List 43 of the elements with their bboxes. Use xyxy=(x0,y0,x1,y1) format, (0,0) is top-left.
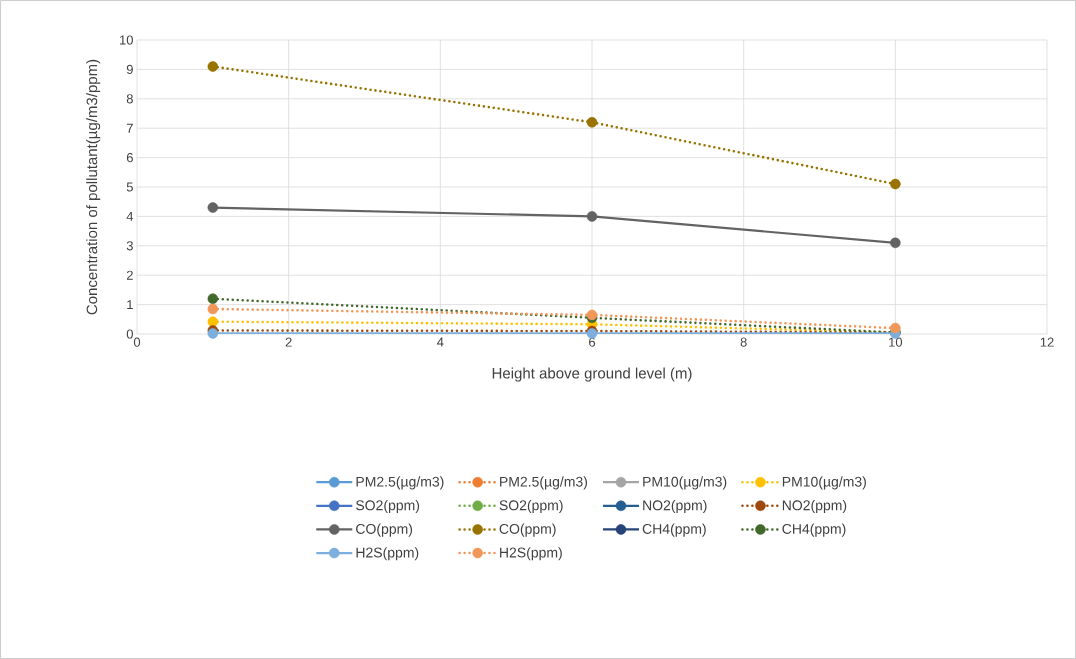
point xyxy=(207,303,219,315)
y-tick-label: 8 xyxy=(126,94,133,104)
y-tick-label: 4 xyxy=(126,211,134,221)
y-tick-label: 7 xyxy=(126,123,133,133)
point xyxy=(586,117,598,128)
y-tick-label: 0 xyxy=(126,329,133,339)
legend-label: SO2(ppm) xyxy=(356,499,420,514)
legend-label: SO2(ppm) xyxy=(499,499,563,514)
y-tick-label: 10 xyxy=(120,35,133,45)
x-tick-label: 4 xyxy=(437,337,444,347)
legend-label: CO(ppm) xyxy=(356,523,413,537)
point xyxy=(890,237,901,249)
legend-label: CH4(ppm) xyxy=(642,523,706,537)
legend-label: PM2.5(µg/m3) xyxy=(356,476,444,490)
legend-label: H2S(ppm) xyxy=(500,547,562,561)
x-tick-label: 12 xyxy=(1040,337,1054,347)
y-tick-label: 9 xyxy=(126,64,133,74)
legend-label: H2S(ppm) xyxy=(356,547,419,561)
x-tick-label: 10 xyxy=(889,337,903,347)
point xyxy=(890,322,901,334)
y-axis-title: Concentration of pollutant(µg/m3/ppm) xyxy=(86,59,101,315)
y-tick-label: 6 xyxy=(126,152,133,163)
legend-label: CH4(ppm) xyxy=(782,523,846,537)
x-axis-title: Height above ground level (m) xyxy=(492,367,692,382)
x-tick-label: 2 xyxy=(285,337,292,347)
x-tick-label: 0 xyxy=(133,337,141,347)
legend-label: CO(ppm) xyxy=(499,523,556,537)
point xyxy=(207,293,219,304)
point xyxy=(890,178,901,190)
legend-label: PM10(µg/m3) xyxy=(782,476,866,490)
x-tick-label: 6 xyxy=(589,337,596,347)
y-tick-label: 1 xyxy=(127,300,133,310)
point xyxy=(586,211,598,222)
point xyxy=(207,202,219,213)
point xyxy=(207,61,219,72)
y-tick-label: 3 xyxy=(126,241,133,251)
legend-label: PM10(µg/m3) xyxy=(643,476,727,490)
y-tick-label: 2 xyxy=(126,270,133,280)
x-tick-label: 8 xyxy=(740,337,747,347)
legend-label: NO2(ppm) xyxy=(782,499,847,514)
legend-label: NO2(ppm) xyxy=(643,499,707,514)
y-tick-label: 5 xyxy=(126,182,133,192)
legend-label: PM2.5(µg/m3) xyxy=(500,476,588,490)
